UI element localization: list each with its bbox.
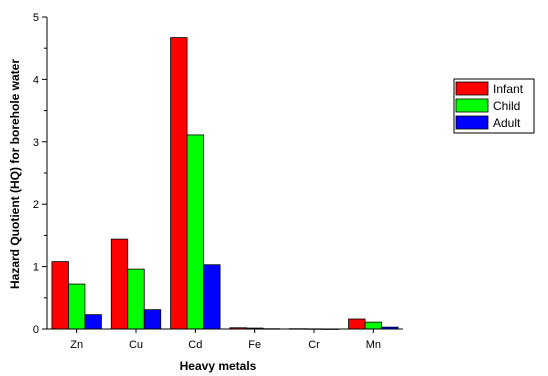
bar-infant-zn <box>51 261 69 330</box>
legend-label-child: Child <box>493 99 520 113</box>
y-tick-label: 2 <box>33 199 39 211</box>
bar-child-mn <box>364 321 382 330</box>
y-axis: 0 1 2 3 4 5 <box>33 12 48 336</box>
x-tick-label: Cr <box>308 339 320 351</box>
plot-area <box>51 37 399 330</box>
x-tick-label: Cd <box>188 339 202 351</box>
bar-infant-mn <box>348 318 366 330</box>
legend: Infant Child Adult <box>453 78 535 134</box>
x-tick-label: Zn <box>70 339 83 351</box>
bar-adult-cu <box>143 309 162 330</box>
x-tick-label: Mn <box>366 339 381 351</box>
bar-child-cu <box>127 268 145 330</box>
bar-child-cd <box>186 134 204 330</box>
y-tick-label: 3 <box>33 137 39 149</box>
bar-adult-zn <box>84 314 102 330</box>
x-tick-label: Fe <box>248 339 261 351</box>
y-tick-label: 5 <box>33 12 39 24</box>
x-tick-label: Cu <box>129 339 143 351</box>
x-axis-label: Heavy metals <box>180 359 257 373</box>
bar-infant-cd <box>170 37 188 330</box>
x-axis: Zn Cu Cd Fe Cr Mn <box>47 328 403 351</box>
legend-label-adult: Adult <box>493 116 521 130</box>
y-axis-label: Hazard Quotient (HQ) for borehole water <box>8 59 22 289</box>
legend-label-infant: Infant <box>493 82 524 96</box>
legend-swatch-adult <box>455 115 489 130</box>
bar-child-zn <box>68 283 86 330</box>
bar-infant-cu <box>110 238 129 330</box>
bar-adult-cd <box>203 264 221 330</box>
legend-swatch-child <box>455 98 489 113</box>
y-tick-label: 1 <box>33 262 39 274</box>
legend-swatch-infant <box>455 81 489 96</box>
y-tick-label: 4 <box>33 74 39 86</box>
y-tick-label: 0 <box>33 324 39 336</box>
